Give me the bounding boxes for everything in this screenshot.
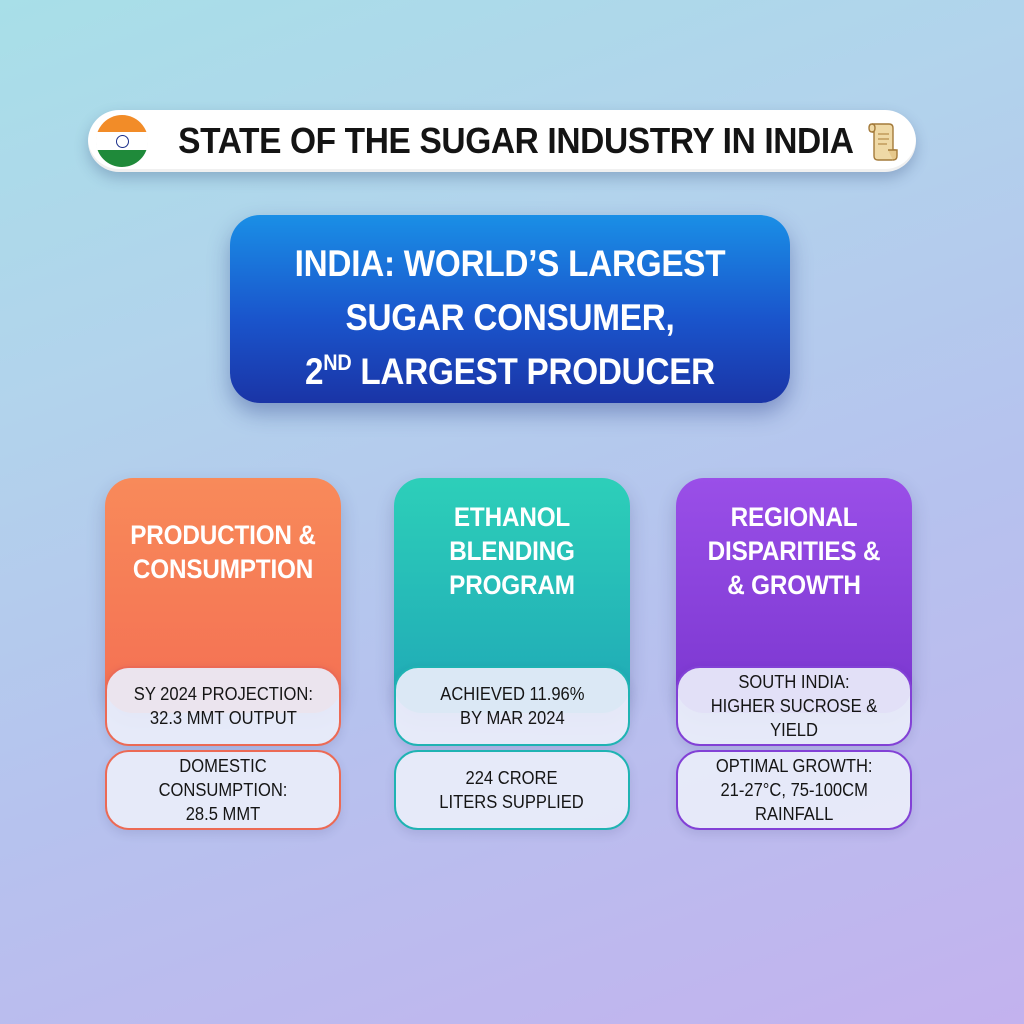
stat-text: DOMESTIC CONSUMPTION: 28.5 MMT [158,756,288,824]
scroll-icon [868,123,898,161]
headline-rank-suffix: ND [323,350,352,375]
card-title-line: PROGRAM [449,570,575,600]
stat-text: OPTIMAL GROWTH: 21-27°C, 75-100CM RAINFA… [715,756,873,824]
headline-line-1: INDIA: WORLD’S LARGEST [294,243,726,284]
headline-line-2: SUGAR CONSUMER, [345,297,675,338]
card-title-line: & GROWTH [727,570,861,600]
card-title-line: ETHANOL [453,502,571,532]
headline-line-3: 2ND LARGEST PRODUCER [258,345,762,399]
card-production-consumption: PRODUCTION & CONSUMPTION SY 2024 PROJECT… [105,478,341,833]
title-banner: STATE OF THE SUGAR INDUSTRY IN INDIA [88,110,916,172]
card-title-line: CONSUMPTION [132,554,314,584]
card-ethanol-blending: ETHANOL BLENDING PROGRAM ACHIEVED 11.96%… [394,478,630,833]
stat-text: 224 CRORE LITERS SUPPLIED [439,768,585,812]
stat-text: SOUTH INDIA: HIGHER SUCROSE & YIELD [710,672,878,740]
stat-text: ACHIEVED 11.96% BY MAR 2024 [439,684,585,728]
headline-rank-text: LARGEST PRODUCER [351,351,715,392]
card-title-line: DISPARITIES & [707,536,881,566]
stat-box: SY 2024 PROJECTION: 32.3 MMT OUTPUT [105,666,341,746]
stat-text: SY 2024 PROJECTION: 32.3 MMT OUTPUT [133,684,313,728]
headline-banner: INDIA: WORLD’S LARGEST SUGAR CONSUMER, 2… [230,215,790,403]
page-title: STATE OF THE SUGAR INDUSTRY IN INDIA [178,120,854,161]
card-title: ETHANOL BLENDING PROGRAM [402,500,622,602]
card-regional-disparities: REGIONAL DISPARITIES & & GROWTH SOUTH IN… [676,478,912,833]
card-title-line: BLENDING [449,536,575,566]
card-title-line: REGIONAL [730,502,858,532]
card-title: PRODUCTION & CONSUMPTION [113,518,333,586]
card-title-line: PRODUCTION & [130,520,316,550]
stat-box: DOMESTIC CONSUMPTION: 28.5 MMT [105,750,341,830]
stat-box: OPTIMAL GROWTH: 21-27°C, 75-100CM RAINFA… [676,750,912,830]
stat-box: ACHIEVED 11.96% BY MAR 2024 [394,666,630,746]
stat-box: SOUTH INDIA: HIGHER SUCROSE & YIELD [676,666,912,746]
india-flag-icon [96,115,148,167]
stat-box: 224 CRORE LITERS SUPPLIED [394,750,630,830]
headline-rank: 2 [305,351,324,392]
card-title: REGIONAL DISPARITIES & & GROWTH [684,500,904,602]
